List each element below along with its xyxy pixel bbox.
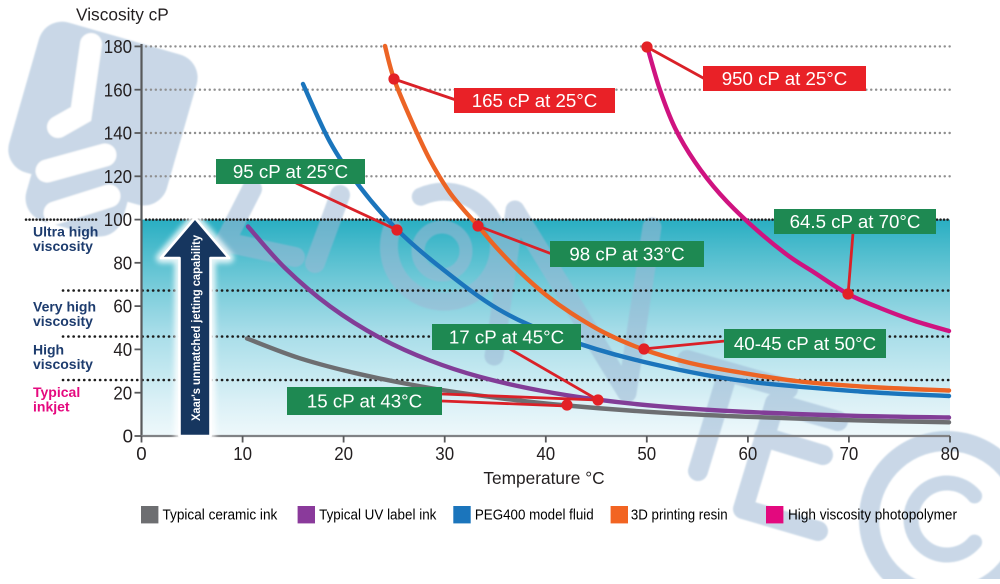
svg-text:60: 60 (113, 296, 132, 317)
svg-text:30: 30 (435, 443, 454, 464)
svg-text:Viscosity cP: Viscosity cP (76, 4, 169, 24)
svg-text:140: 140 (104, 123, 132, 144)
svg-text:PEG400 model fluid: PEG400 model fluid (475, 508, 594, 524)
svg-text:98 cP at 33°C: 98 cP at 33°C (569, 243, 684, 264)
svg-text:Typical ceramic ink: Typical ceramic ink (163, 508, 279, 524)
svg-text:50: 50 (637, 443, 656, 464)
svg-text:Xaar's unmatched jetting capa: Xaar's unmatched jetting capability (189, 235, 203, 421)
svg-text:Temperature °C: Temperature °C (483, 468, 604, 488)
svg-text:Typical UV label ink: Typical UV label ink (319, 508, 437, 524)
svg-text:100: 100 (104, 209, 132, 230)
svg-text:3D printing resin: 3D printing resin (631, 508, 728, 524)
svg-text:40: 40 (536, 443, 555, 464)
svg-text:17 cP at 45°C: 17 cP at 45°C (449, 326, 564, 347)
svg-text:40: 40 (113, 339, 132, 360)
svg-text:120: 120 (104, 166, 132, 187)
svg-text:165 cP at 25°C: 165 cP at 25°C (472, 90, 598, 111)
svg-text:80: 80 (941, 443, 960, 464)
svg-text:0: 0 (136, 443, 146, 464)
svg-text:20: 20 (334, 443, 353, 464)
svg-text:70: 70 (840, 443, 859, 464)
svg-text:80: 80 (113, 252, 132, 273)
svg-text:20: 20 (113, 382, 132, 403)
svg-text:64.5 cP at 70°C: 64.5 cP at 70°C (790, 211, 921, 232)
svg-text:High viscosity photopolymer: High viscosity photopolymer (788, 508, 957, 524)
svg-text:160: 160 (104, 79, 132, 100)
svg-text:95 cP at 25°C: 95 cP at 25°C (233, 161, 348, 182)
svg-text:10: 10 (233, 443, 252, 464)
svg-text:0: 0 (123, 426, 133, 447)
svg-text:180: 180 (104, 36, 132, 57)
svg-text:40-45 cP at 50°C: 40-45 cP at 50°C (734, 333, 876, 354)
svg-text:15 cP at 43°C: 15 cP at 43°C (307, 390, 422, 411)
svg-text:60: 60 (739, 443, 758, 464)
svg-text:950 cP at 25°C: 950 cP at 25°C (722, 68, 848, 89)
